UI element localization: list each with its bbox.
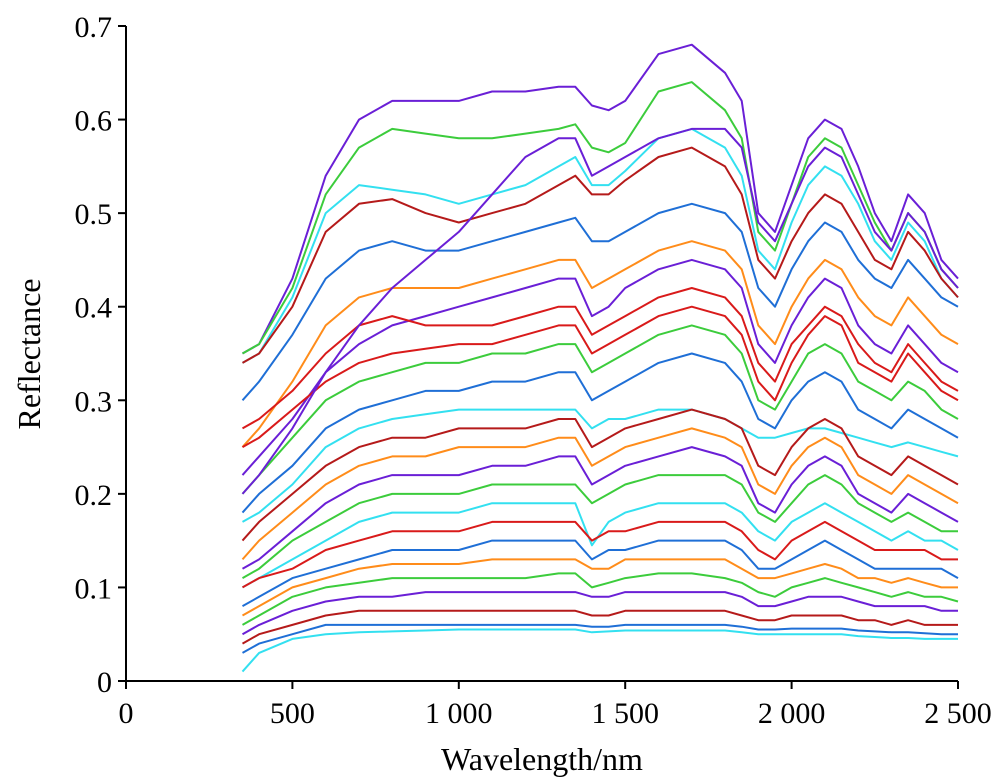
spectrum-line-21 (242, 591, 958, 636)
spectrum-line-23 (242, 623, 958, 654)
spectrum-line-5 (241, 202, 959, 401)
spectrum-line-15 (242, 474, 958, 579)
spectrum-line-12 (241, 408, 959, 542)
spectrum-line-16 (242, 502, 959, 589)
spectrum-line-14 (242, 446, 959, 570)
y-tick-label: 0.4 (75, 292, 113, 325)
x-tick-label: 0 (119, 697, 134, 730)
x-tick-label: 1 500 (591, 697, 659, 730)
spectrum-line-17 (242, 520, 958, 589)
spectrum-line-20 (242, 572, 959, 626)
spectrum-line-7 (241, 258, 959, 476)
spectrum-line-2 (242, 81, 959, 355)
y-tick-label: 0.5 (75, 198, 113, 231)
spectrum-line-8 (242, 305, 959, 448)
x-tick-label: 500 (270, 697, 315, 730)
y-tick-label: 0.6 (75, 105, 113, 138)
y-axis-ticks: 0 0.1 0.2 0.3 0.4 0.5 0.6 0.7 (75, 11, 126, 699)
spectrum-line-9 (241, 324, 959, 495)
x-tick-label: 2 000 (758, 697, 826, 730)
y-tick-label: 0.2 (75, 479, 113, 512)
y-tick-label: 0.1 (75, 572, 113, 605)
spectrum-line-26 (241, 127, 959, 495)
spectrum-line-13 (241, 427, 959, 561)
y-tick-label: 0 (97, 666, 112, 699)
y-tick-label: 0.7 (75, 11, 113, 44)
series-layer (241, 43, 959, 673)
x-tick-label: 2 500 (924, 697, 992, 730)
spectrum-line-10 (241, 352, 959, 514)
spectrum-line-1 (242, 43, 959, 355)
spectrum-line-24 (241, 628, 958, 673)
y-tick-label: 0.3 (75, 385, 113, 418)
spectrum-line-22 (242, 609, 958, 645)
x-tick-label: 1 000 (425, 697, 493, 730)
y-axis-title: Reflectance (11, 279, 47, 430)
spectrum-line-11 (242, 408, 959, 523)
spectrum-line-19 (242, 558, 958, 617)
spectrum-line-25 (242, 287, 959, 430)
x-axis-title: Wavelength/nm (441, 741, 643, 777)
spectrum-line-4 (242, 146, 959, 364)
spectrum-line-6 (241, 240, 959, 448)
spectrum-line-18 (242, 539, 959, 607)
x-axis-ticks: 0 500 1 000 1 500 2 000 2 500 (119, 681, 992, 730)
